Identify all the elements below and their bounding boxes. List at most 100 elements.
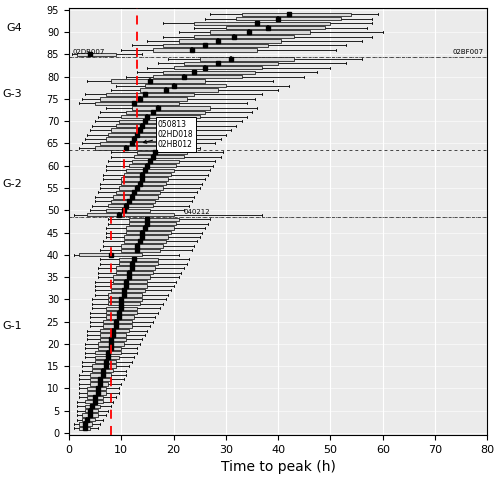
Bar — [110, 289, 144, 292]
Bar — [106, 315, 134, 319]
Bar — [106, 93, 194, 96]
Bar — [90, 373, 110, 377]
Bar — [84, 409, 98, 412]
Bar — [129, 164, 176, 168]
Bar — [114, 276, 150, 279]
Bar — [132, 106, 210, 109]
Bar — [95, 356, 118, 359]
Bar — [116, 124, 189, 127]
Bar — [226, 26, 325, 29]
Bar — [100, 333, 126, 336]
Bar — [129, 222, 176, 225]
X-axis label: Time to peak (h): Time to peak (h) — [220, 460, 336, 474]
Bar — [80, 253, 142, 256]
Text: 040212: 040212 — [184, 209, 210, 215]
Bar — [124, 173, 171, 176]
Bar — [210, 30, 310, 34]
Bar — [82, 418, 95, 421]
Bar — [118, 120, 194, 123]
Bar — [103, 320, 132, 323]
Bar — [110, 80, 205, 83]
Bar — [108, 293, 142, 297]
Bar — [84, 405, 100, 408]
Bar — [132, 160, 179, 163]
Bar — [114, 195, 158, 199]
Bar — [100, 97, 186, 101]
Bar — [116, 191, 160, 194]
Bar — [242, 12, 352, 16]
Bar — [110, 129, 184, 132]
Bar — [194, 35, 294, 38]
Bar — [144, 84, 226, 87]
Bar — [76, 53, 116, 56]
Bar — [92, 369, 114, 372]
Bar — [110, 200, 155, 203]
Text: G4: G4 — [6, 23, 22, 33]
Bar — [98, 347, 121, 350]
Bar — [137, 151, 186, 154]
Bar — [121, 249, 160, 252]
Bar — [98, 342, 124, 346]
Bar — [200, 57, 294, 60]
Bar — [116, 266, 155, 270]
Text: 02DB007: 02DB007 — [72, 49, 105, 55]
Bar — [129, 217, 179, 221]
Bar — [126, 231, 171, 234]
Bar — [106, 209, 150, 212]
Bar — [163, 71, 254, 74]
Bar — [100, 338, 126, 341]
Bar — [100, 142, 171, 145]
Bar — [110, 284, 148, 288]
Bar — [108, 204, 152, 207]
Bar — [116, 271, 152, 274]
Bar — [124, 235, 168, 239]
Bar — [103, 324, 132, 328]
Bar — [236, 17, 341, 21]
Bar — [118, 258, 158, 261]
Bar — [118, 186, 163, 190]
Bar — [87, 396, 103, 399]
Bar — [87, 391, 106, 395]
Text: 050813
02HD018
02HB012: 050813 02HD018 02HB012 — [144, 120, 194, 149]
Text: G-2: G-2 — [2, 179, 22, 189]
Bar — [90, 382, 108, 385]
Bar — [152, 75, 242, 78]
Text: G-3: G-3 — [2, 89, 22, 99]
Bar — [194, 22, 330, 25]
Bar — [118, 262, 158, 265]
Bar — [126, 168, 174, 172]
Bar — [95, 360, 116, 363]
Bar — [87, 387, 106, 390]
Bar — [87, 213, 174, 216]
Bar — [174, 66, 262, 70]
Bar — [95, 146, 163, 150]
Bar — [84, 400, 103, 403]
Bar — [152, 48, 257, 52]
Bar — [106, 137, 174, 141]
Bar — [121, 178, 168, 181]
Bar — [100, 329, 129, 332]
Bar — [95, 102, 179, 105]
Bar — [108, 298, 142, 301]
Bar — [106, 311, 137, 314]
Bar — [121, 244, 163, 248]
Bar — [134, 155, 184, 158]
Bar — [106, 307, 137, 310]
Bar — [80, 422, 92, 426]
Bar — [124, 240, 166, 243]
Bar — [108, 133, 179, 136]
Bar — [121, 115, 200, 119]
Text: 02BF007: 02BF007 — [452, 49, 484, 55]
Bar — [95, 351, 121, 354]
Bar — [126, 227, 174, 230]
Bar — [114, 280, 148, 283]
Bar — [184, 61, 278, 65]
Bar — [121, 182, 166, 185]
Bar — [126, 110, 205, 114]
Bar — [140, 88, 218, 92]
Bar — [92, 364, 116, 368]
Bar — [82, 413, 98, 417]
Bar — [90, 378, 110, 381]
Bar — [163, 44, 268, 47]
Bar — [108, 302, 140, 305]
